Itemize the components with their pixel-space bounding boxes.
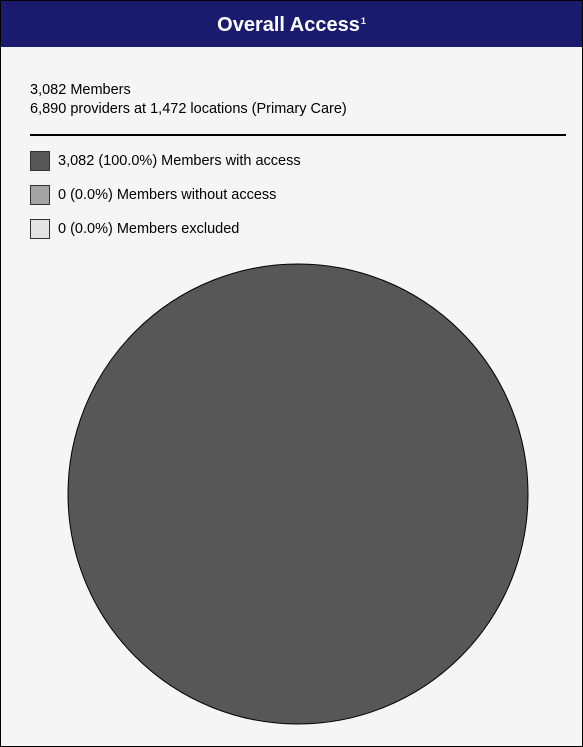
panel-header: Overall Access1	[1, 1, 582, 47]
divider	[30, 134, 566, 136]
legend-label-without-access: 0 (0.0%) Members without access	[58, 187, 277, 203]
legend-swatch-without-access	[30, 185, 50, 205]
legend-label-excluded: 0 (0.0%) Members excluded	[58, 221, 240, 237]
legend-swatch-excluded	[30, 219, 50, 239]
legend-item-with-access: 3,082 (100.0%) Members with access	[30, 149, 301, 173]
legend-swatch-with-access	[30, 151, 50, 171]
pie-slice-members-with-access	[67, 263, 529, 725]
panel-title: Overall Access	[217, 14, 360, 36]
footnote-marker: 1	[360, 16, 366, 26]
legend-label-with-access: 3,082 (100.0%) Members with access	[58, 153, 301, 169]
legend-item-excluded: 0 (0.0%) Members excluded	[30, 217, 239, 241]
legend-item-without-access: 0 (0.0%) Members without access	[30, 183, 276, 207]
member-count: 3,082 Members	[30, 82, 131, 98]
provider-count: 6,890 providers at 1,472 locations (Prim…	[30, 101, 347, 117]
summary-block: 3,082 Members 6,890 providers at 1,472 l…	[30, 81, 347, 119]
